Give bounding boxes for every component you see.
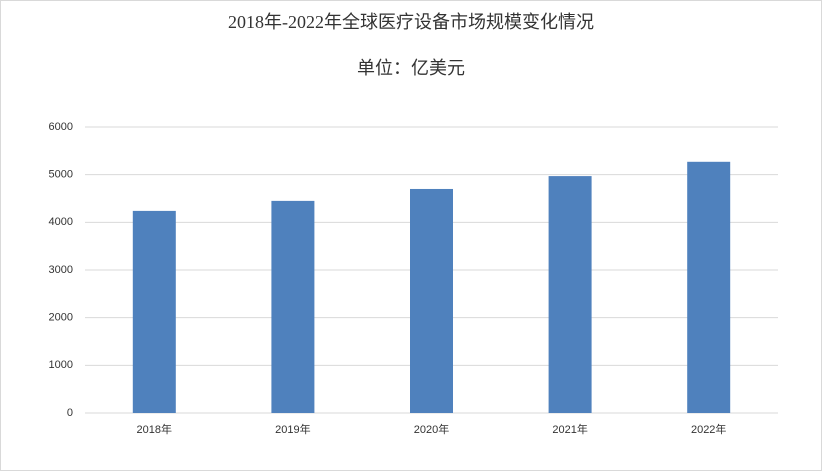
y-tick-label: 4000 (49, 216, 73, 228)
x-tick-label: 2022年 (691, 422, 726, 436)
bar (271, 200, 315, 413)
bar (687, 161, 731, 413)
y-tick-label: 2000 (49, 312, 73, 324)
x-tick-label: 2018年 (137, 422, 172, 436)
y-tick-label: 0 (67, 407, 73, 419)
bar (548, 176, 592, 413)
x-tick-label: 2020年 (414, 422, 449, 436)
y-tick-label: 5000 (49, 169, 73, 181)
x-tick-label: 2021年 (552, 422, 587, 436)
y-tick-label: 1000 (49, 359, 73, 371)
y-tick-label: 3000 (49, 264, 73, 276)
y-tick-label: 6000 (49, 121, 73, 133)
chart-subtitle: 单位：亿美元 (357, 58, 465, 78)
bar (132, 210, 176, 413)
chart-title: 2018年-2022年全球医疗设备市场规模变化情况 (228, 12, 594, 32)
bar (410, 188, 453, 413)
x-tick-label: 2019年 (275, 422, 310, 436)
